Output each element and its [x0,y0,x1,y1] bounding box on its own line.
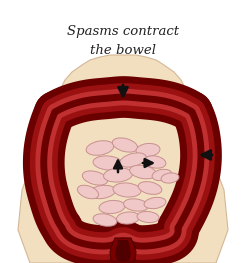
Ellipse shape [112,138,138,152]
Text: Spasms contract: Spasms contract [67,26,179,38]
Ellipse shape [138,182,162,194]
Ellipse shape [82,171,108,185]
Ellipse shape [144,156,166,168]
Ellipse shape [104,168,132,182]
Ellipse shape [113,183,141,197]
Polygon shape [18,55,228,263]
Ellipse shape [93,214,117,226]
Ellipse shape [99,200,125,214]
Ellipse shape [137,211,159,222]
Ellipse shape [86,141,114,155]
Ellipse shape [120,153,146,167]
Ellipse shape [144,197,166,209]
Ellipse shape [77,185,99,199]
Ellipse shape [136,143,160,156]
Ellipse shape [130,165,156,179]
Ellipse shape [117,212,139,224]
Ellipse shape [89,185,115,199]
Polygon shape [110,238,136,263]
Ellipse shape [123,199,148,211]
Ellipse shape [93,156,123,170]
Text: the bowel: the bowel [90,43,156,57]
Polygon shape [115,240,131,262]
Ellipse shape [161,173,179,183]
Ellipse shape [152,169,172,181]
